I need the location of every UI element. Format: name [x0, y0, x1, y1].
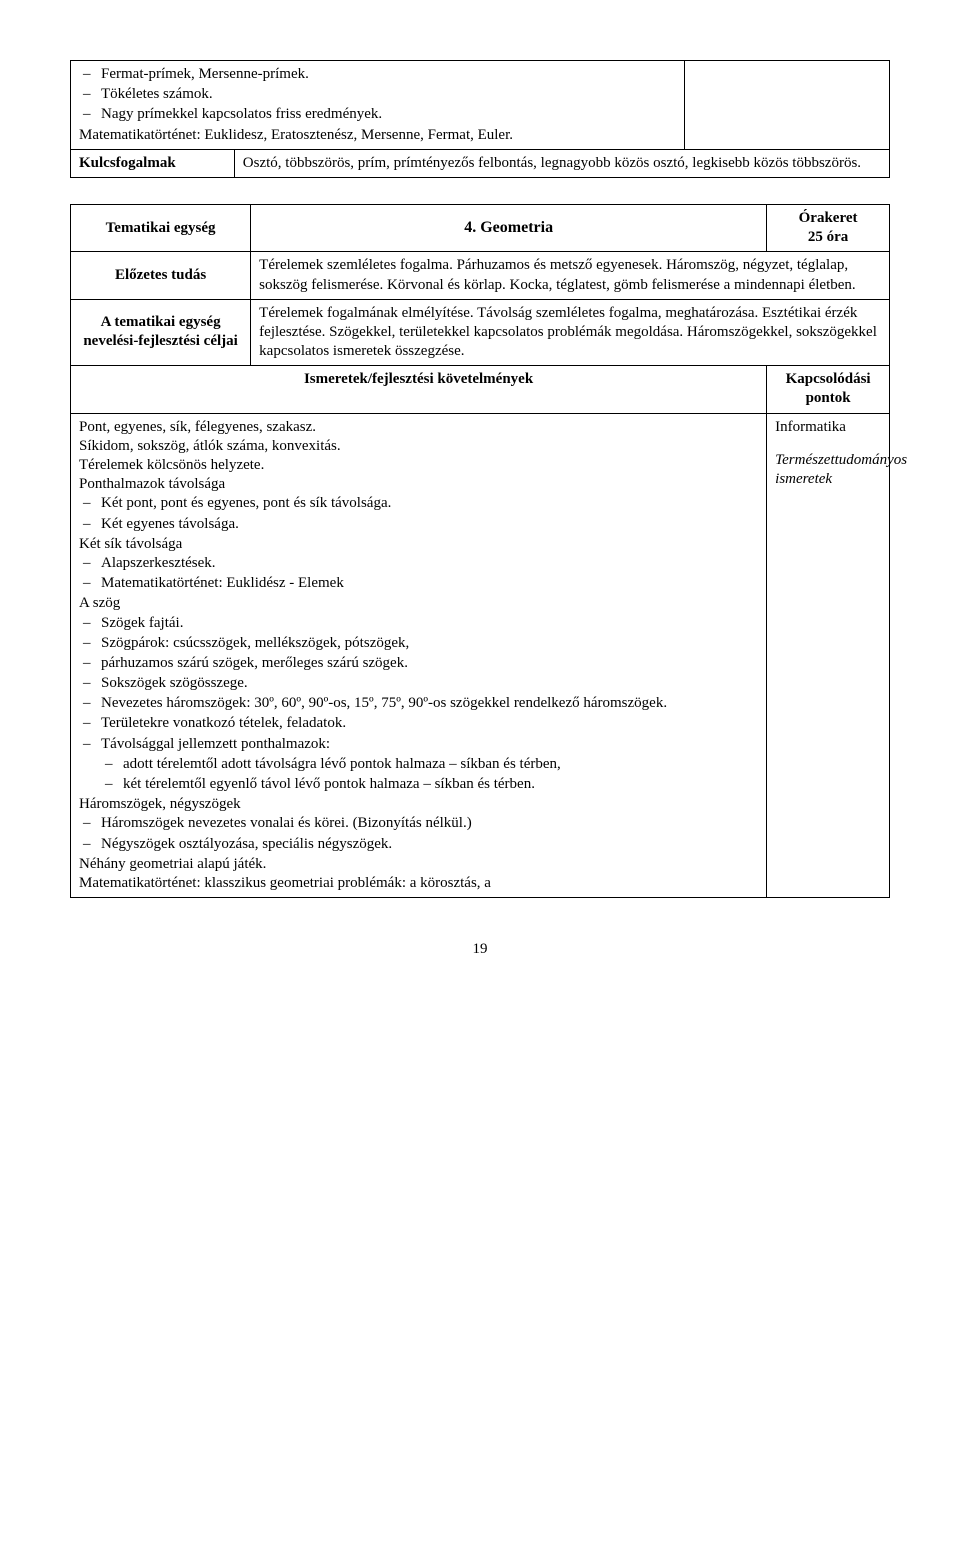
body-list: Alapszerkesztések. Matematikatörténet: E… [79, 554, 758, 593]
body-line: Két sík távolsága [79, 535, 758, 554]
list-item: Szögek fajtái. [79, 614, 758, 633]
top-footer-text: Matematikatörténet: Euklidesz, Eratoszte… [79, 126, 676, 145]
top-cell-main: Fermat-prímek, Mersenne-prímek. Tökélete… [71, 61, 685, 150]
body-list: Háromszögek nevezetes vonalai és körei. … [79, 814, 758, 853]
list-item: Két pont, pont és egyenes, pont és sík t… [79, 494, 758, 513]
list-item: Szögpárok: csúcsszögek, mellékszögek, pó… [79, 634, 758, 653]
page-number: 19 [70, 940, 890, 959]
list-item: Alapszerkesztések. [79, 554, 758, 573]
main-table: Tematikai egység 4. Geometria Órakeret 2… [70, 204, 890, 898]
hours-value: 25 óra [808, 229, 848, 245]
list-item: Matematikatörténet: Euklidész - Elemek [79, 574, 758, 593]
list-item: Fermat-prímek, Mersenne-prímek. [79, 65, 676, 84]
list-item: két térelemtől egyenlő távol lévő pontok… [101, 775, 758, 794]
top-bullet-list: Fermat-prímek, Mersenne-prímek. Tökélete… [79, 65, 676, 125]
top-table: Fermat-prímek, Mersenne-prímek. Tökélete… [70, 60, 890, 178]
list-item: Tökéletes számok. [79, 85, 676, 104]
connections-item: Informatika [775, 418, 881, 437]
requirements-header: Ismeretek/fejlesztési követelmények [71, 366, 767, 413]
keywords-text: Osztó, többszörös, prím, prímtényezős fe… [234, 149, 889, 177]
body-line: Matematikatörténet: klasszikus geometria… [79, 874, 758, 893]
list-item: Háromszögek nevezetes vonalai és körei. … [79, 814, 758, 833]
list-item: Négyszögek osztályozása, speciális négys… [79, 835, 758, 854]
body-line: Ponthalmazok távolsága [79, 475, 758, 494]
body-line: Néhány geometriai alapú játék. [79, 855, 758, 874]
goals-text: Térelemek fogalmának elmélyítése. Távols… [251, 299, 890, 366]
list-item: párhuzamos szárú szögek, merőleges szárú… [79, 654, 758, 673]
list-item: Távolsággal jellemzett ponthalmazok: ado… [79, 735, 758, 795]
connections-header: Kapcsolódási pontok [767, 366, 890, 413]
body-list: Szögek fajtái. Szögpárok: csúcsszögek, m… [79, 614, 758, 795]
hours-cell: Órakeret 25 óra [767, 204, 890, 251]
body-line: A szög [79, 594, 758, 613]
top-cell-empty [685, 61, 890, 150]
body-sublist: adott térelemtől adott távolságra lévő p… [101, 755, 758, 794]
keywords-label: Kulcsfogalmak [71, 149, 235, 177]
list-item: Két egyenes távolsága. [79, 515, 758, 534]
thematic-unit-label: Tematikai egység [71, 204, 251, 251]
body-list: Két pont, pont és egyenes, pont és sík t… [79, 494, 758, 533]
list-item: Sokszögek szögösszege. [79, 674, 758, 693]
list-item: Területekre vonatkozó tételek, feladatok… [79, 714, 758, 733]
goals-label: A tematikai egység nevelési-fejlesztési … [71, 299, 251, 366]
list-item: adott térelemtől adott távolságra lévő p… [101, 755, 758, 774]
connections-body: Informatika Természettudományos ismerete… [767, 413, 890, 898]
requirements-body: Pont, egyenes, sík, félegyenes, szakasz.… [71, 413, 767, 898]
body-line: Háromszögek, négyszögek [79, 795, 758, 814]
connections-item: Természettudományos ismeretek [775, 451, 881, 489]
unit-title: 4. Geometria [251, 204, 767, 251]
body-line: Térelemek kölcsönös helyzete. [79, 456, 758, 475]
list-item: Nevezetes háromszögek: 30º, 60º, 90º-os,… [79, 694, 758, 713]
prior-knowledge-text: Térelemek szemléletes fogalma. Párhuzamo… [251, 252, 890, 299]
prior-knowledge-label: Előzetes tudás [71, 252, 251, 299]
list-item-text: Távolsággal jellemzett ponthalmazok: [101, 736, 330, 752]
body-line: Pont, egyenes, sík, félegyenes, szakasz. [79, 418, 758, 437]
hours-label: Órakeret [799, 210, 858, 226]
list-item: Nagy prímekkel kapcsolatos friss eredmén… [79, 105, 676, 124]
body-line: Síkidom, sokszög, átlók száma, konvexitá… [79, 437, 758, 456]
